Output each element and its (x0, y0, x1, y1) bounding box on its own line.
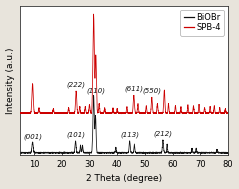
Legend: BiOBr, SPB-4: BiOBr, SPB-4 (180, 10, 224, 36)
Text: (222): (222) (67, 81, 86, 88)
Text: (001): (001) (23, 133, 42, 140)
Text: (113): (113) (120, 131, 139, 138)
Text: (101): (101) (66, 131, 85, 138)
Y-axis label: Intensity (a.u.): Intensity (a.u.) (5, 47, 15, 114)
Text: (550): (550) (142, 88, 161, 94)
Text: (212): (212) (153, 130, 173, 137)
X-axis label: 2 Theta (degree): 2 Theta (degree) (86, 174, 162, 184)
Text: (611): (611) (124, 85, 143, 92)
Text: (110): (110) (87, 88, 106, 94)
